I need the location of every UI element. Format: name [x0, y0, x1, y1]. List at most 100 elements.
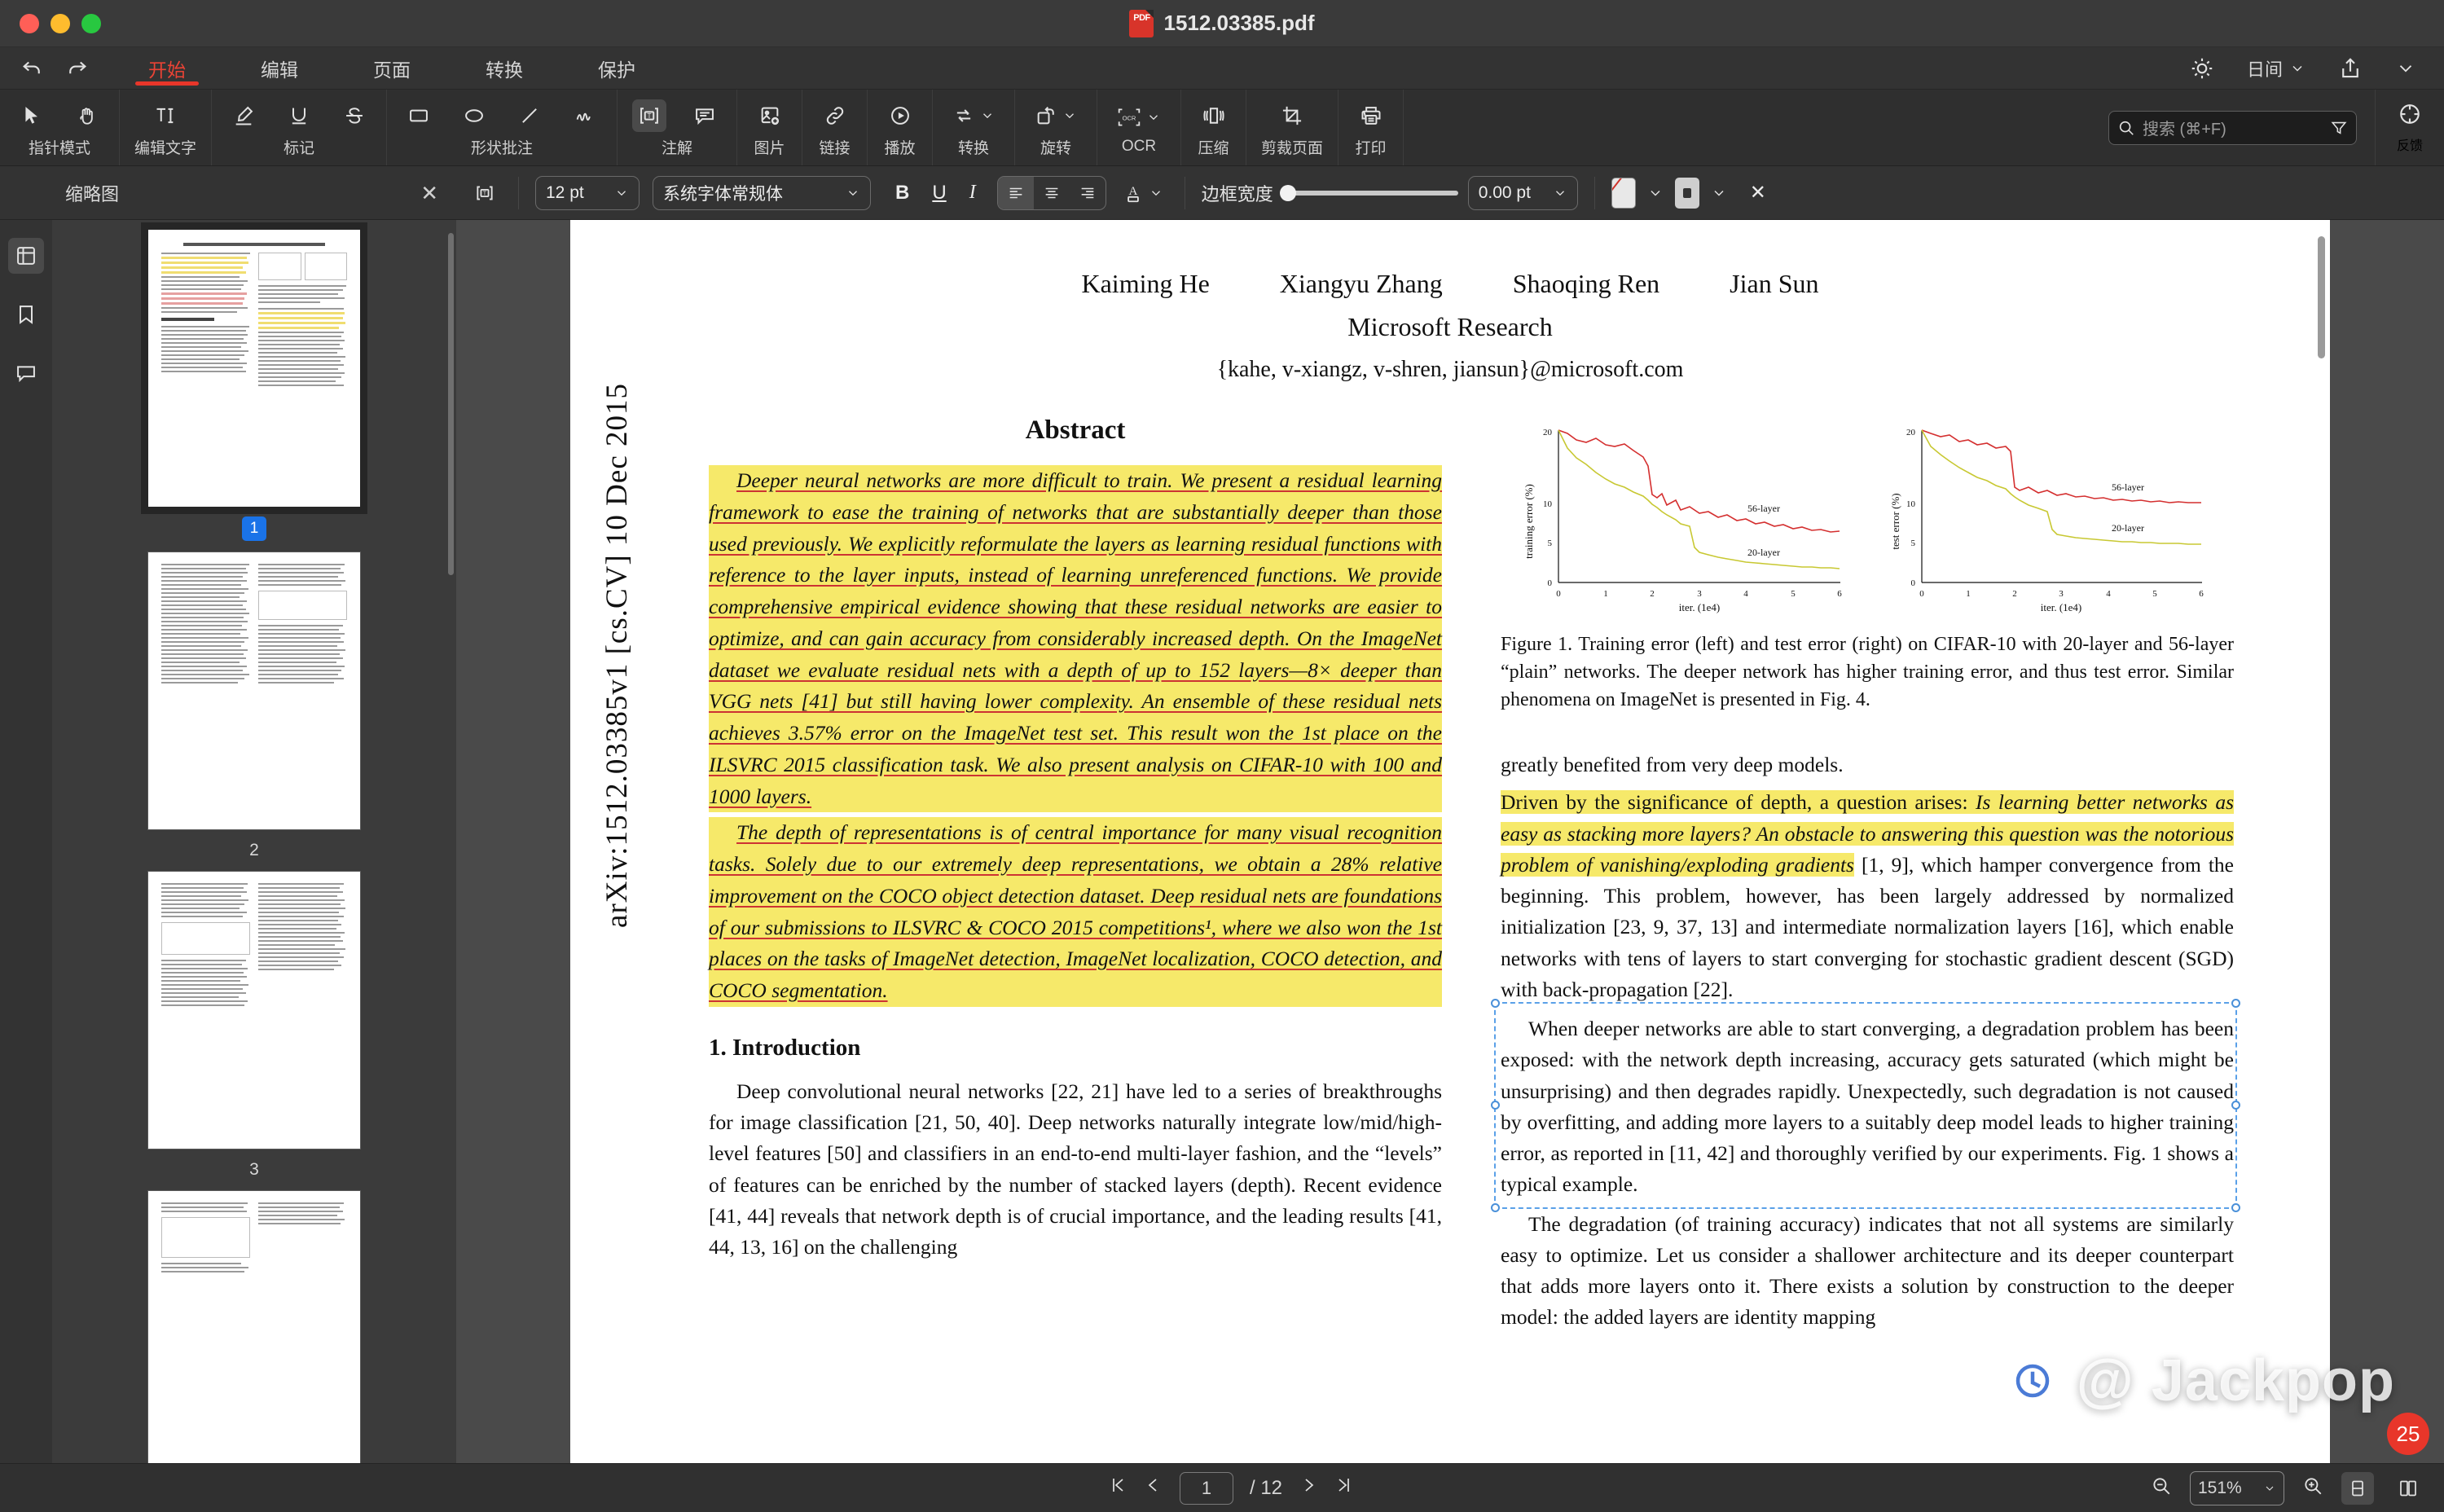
border-width-slider[interactable] — [1279, 184, 1458, 201]
chevron-down-icon[interactable] — [1647, 185, 1664, 201]
first-page-icon[interactable] — [1108, 1475, 1127, 1501]
close-window-button[interactable] — [20, 13, 39, 33]
comments-panel-icon[interactable] — [8, 355, 44, 391]
strikethrough-icon[interactable] — [337, 99, 371, 132]
minimize-window-button[interactable] — [51, 13, 70, 33]
hand-icon[interactable] — [70, 99, 104, 132]
window-title: 1512.03385.pdf — [1163, 11, 1315, 35]
affiliation: Microsoft Research — [1347, 312, 1553, 341]
more-options-chevron-icon[interactable] — [2395, 58, 2416, 79]
italic-button[interactable]: I — [969, 182, 976, 203]
font-family-selector[interactable]: 系统字体常规体 — [653, 175, 871, 210]
align-right-icon[interactable] — [1070, 177, 1106, 209]
print-icon[interactable] — [1354, 99, 1388, 132]
two-column-layout: Abstract Deeper neural networks are more… — [570, 383, 2330, 1334]
svg-text:2: 2 — [2012, 589, 2017, 599]
tab-convert[interactable]: 转换 — [486, 59, 523, 81]
fill-color-swatch[interactable] — [1674, 177, 1699, 209]
bold-button[interactable]: B — [895, 181, 910, 204]
close-icon[interactable]: ✕ — [420, 180, 438, 205]
window-controls[interactable] — [0, 13, 101, 33]
underline-icon[interactable] — [282, 99, 316, 132]
tab-page[interactable]: 页面 — [373, 59, 411, 81]
menu-right-actions: 日间 — [2190, 47, 2444, 89]
chevron-down-icon[interactable] — [1711, 185, 1727, 201]
font-size-selector[interactable]: 12 pt — [535, 175, 640, 210]
align-left-icon[interactable] — [997, 176, 1034, 209]
link-icon[interactable] — [818, 99, 852, 132]
zoom-in-icon[interactable] — [2302, 1475, 2323, 1501]
text-box-icon[interactable]: T — [468, 177, 502, 209]
slider-knob[interactable] — [1279, 184, 1296, 201]
last-page-icon[interactable] — [1334, 1475, 1354, 1501]
text-edit-icon[interactable] — [148, 99, 182, 132]
svg-text:3: 3 — [1697, 589, 1702, 599]
thumbnail-page-4[interactable]: 4 — [148, 1191, 360, 1463]
chevron-down-icon — [1066, 112, 1074, 118]
thumbnail-page-2[interactable]: 2 — [148, 552, 360, 860]
section-heading-introduction: 1. Introduction — [709, 1034, 861, 1061]
font-color-icon[interactable]: A — [1118, 177, 1168, 209]
prev-page-icon[interactable] — [1144, 1475, 1163, 1501]
ribbon-group-label: 剪裁页面 — [1261, 139, 1324, 157]
feedback-button[interactable]: 反馈 — [2374, 90, 2444, 165]
thumbnail-page-3[interactable]: 3 — [148, 872, 360, 1180]
ellipse-icon[interactable] — [457, 99, 491, 132]
search-input[interactable]: 搜索 (⌘+F) — [2108, 110, 2357, 145]
search-placeholder: 搜索 (⌘+F) — [2142, 121, 2226, 138]
bookmarks-panel-icon[interactable] — [8, 297, 44, 332]
document-viewer[interactable]: arXiv:1512.03385v1 [cs.CV] 10 Dec 2015 K… — [456, 220, 2444, 1463]
document-scrollbar[interactable] — [2318, 236, 2325, 358]
share-icon[interactable] — [2338, 56, 2363, 81]
close-format-bar-button[interactable]: ✕ — [1749, 182, 1766, 204]
maximize-window-button[interactable] — [81, 13, 101, 33]
single-page-view-icon[interactable] — [2341, 1471, 2374, 1505]
thumbnail-panel[interactable]: 1 — [52, 220, 456, 1463]
border-width-value-selector[interactable]: 0.00 pt — [1467, 175, 1578, 210]
tab-home[interactable]: 开始 — [111, 47, 223, 89]
tab-edit[interactable]: 编辑 — [261, 59, 298, 81]
ocr-icon[interactable]: OCR — [1112, 101, 1166, 134]
rotate-icon[interactable] — [1030, 99, 1082, 132]
freehand-icon[interactable] — [568, 99, 602, 132]
brightness-icon[interactable] — [2190, 56, 2214, 81]
zoom-level-selector[interactable]: 151% — [2190, 1470, 2284, 1505]
comment-icon[interactable] — [688, 99, 722, 132]
ribbon-group-label: 图片 — [754, 139, 785, 157]
convert-icon[interactable] — [947, 99, 1000, 132]
play-icon[interactable] — [883, 99, 917, 132]
next-page-icon[interactable] — [1299, 1475, 1318, 1501]
redo-icon[interactable] — [65, 56, 90, 81]
crop-icon[interactable] — [1275, 99, 1309, 132]
ribbon-group-compress: 压缩 — [1181, 90, 1247, 165]
svg-text:10: 10 — [1906, 499, 1916, 509]
cursor-arrow-icon[interactable] — [15, 99, 49, 132]
align-center-icon[interactable] — [1034, 177, 1070, 209]
thumbnail-scrollbar[interactable] — [448, 233, 454, 575]
author: Shaoqing Ren — [1512, 269, 1660, 298]
zoom-out-icon[interactable] — [2151, 1475, 2172, 1501]
emails: {kahe, v-xiangz, v-shren, jiansun}@micro… — [1216, 357, 1684, 382]
svg-text:iter. (1e4): iter. (1e4) — [2041, 601, 2082, 613]
compress-icon[interactable] — [1197, 99, 1231, 132]
abstract-paragraph-1: Deeper neural networks are more difficul… — [709, 465, 1442, 813]
text-box-icon[interactable]: T — [632, 99, 667, 132]
thumbnail-page-1[interactable]: 1 — [148, 230, 360, 541]
two-page-view-icon[interactable] — [2392, 1472, 2424, 1505]
thumbnails-panel-icon[interactable] — [8, 238, 44, 274]
annotation-selection-region[interactable]: When deeper networks are able to start c… — [1491, 999, 2240, 1212]
highlighter-icon[interactable] — [226, 99, 261, 132]
undo-icon[interactable] — [20, 56, 44, 81]
add-image-icon[interactable] — [753, 99, 787, 132]
svg-text:5: 5 — [1791, 589, 1796, 599]
tab-protect[interactable]: 保护 — [598, 59, 635, 81]
current-page-input[interactable]: 1 — [1180, 1471, 1233, 1505]
underline-button[interactable]: U — [932, 181, 947, 204]
rectangle-icon[interactable] — [402, 99, 436, 132]
selection-box[interactable] — [1491, 999, 2240, 1212]
theme-mode-selector[interactable]: 日间 — [2247, 55, 2306, 81]
border-color-swatch[interactable] — [1611, 177, 1636, 209]
line-icon[interactable] — [512, 99, 547, 132]
filter-icon[interactable] — [2330, 119, 2348, 137]
